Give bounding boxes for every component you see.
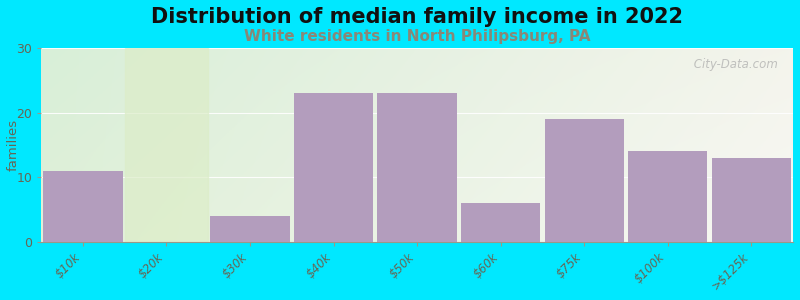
Bar bbox=[378, 93, 457, 242]
Text: City-Data.com: City-Data.com bbox=[690, 58, 778, 70]
Bar bbox=[43, 171, 122, 242]
Bar bbox=[294, 93, 374, 242]
Y-axis label: families: families bbox=[7, 119, 20, 171]
Bar bbox=[545, 119, 624, 242]
Title: Distribution of median family income in 2022: Distribution of median family income in … bbox=[151, 7, 683, 27]
Bar bbox=[125, 48, 208, 242]
Bar bbox=[210, 216, 290, 242]
Text: White residents in North Philipsburg, PA: White residents in North Philipsburg, PA bbox=[244, 29, 590, 44]
Bar bbox=[628, 152, 707, 242]
Bar bbox=[711, 158, 791, 242]
Bar bbox=[461, 203, 540, 242]
